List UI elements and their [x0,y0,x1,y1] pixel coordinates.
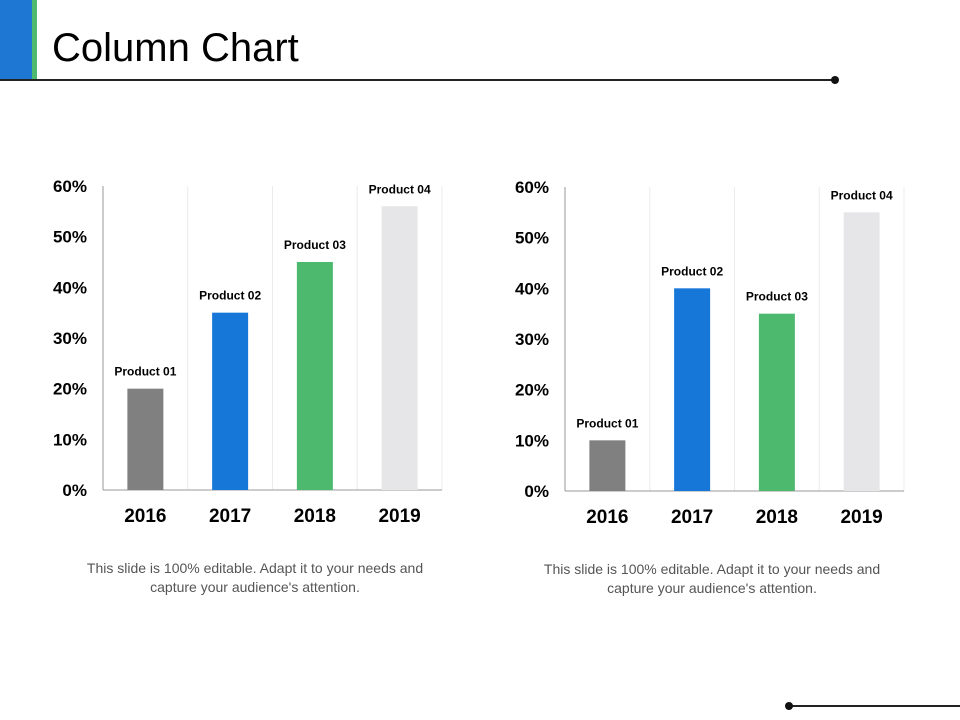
bar [758,313,795,491]
bar [296,262,333,490]
x-tick-label: 2017 [209,506,251,527]
slide-title: Column Chart [52,26,299,70]
bar [127,388,164,490]
bar [381,206,418,490]
y-tick-label: 40% [515,279,549,298]
data-label: Product 02 [199,289,261,303]
title-underline [0,79,834,81]
y-tick-label: 60% [53,177,87,196]
y-tick-label: 20% [53,380,87,399]
x-tick-label: 2016 [586,507,628,528]
accent-bar-green [32,0,37,80]
data-label: Product 02 [661,264,723,278]
y-tick-label: 60% [515,178,549,197]
data-label: Product 03 [746,290,808,304]
data-label: Product 01 [114,365,176,379]
footer-rule [790,705,960,707]
y-tick-label: 10% [515,431,549,450]
y-tick-label: 50% [53,228,87,247]
y-tick-label: 30% [515,330,549,349]
bar [843,212,880,492]
x-tick-label: 2019 [378,506,420,527]
y-tick-label: 10% [53,430,87,449]
bar [212,312,249,490]
x-tick-label: 2018 [294,506,336,527]
data-label: Product 03 [284,238,346,252]
data-label: Product 01 [576,416,638,430]
data-label: Product 04 [831,188,893,202]
footer-rule-dot [785,702,793,710]
y-tick-label: 50% [515,229,549,248]
x-tick-label: 2016 [124,506,166,527]
y-tick-label: 0% [524,482,549,501]
bar [589,440,626,491]
title-underline-dot [831,76,839,84]
caption-right: This slide is 100% editable. Adapt it to… [543,561,881,596]
y-tick-label: 30% [53,329,87,348]
bar [674,288,711,491]
x-tick-label: 2019 [840,507,882,528]
y-tick-label: 0% [62,481,87,500]
y-tick-label: 20% [515,381,549,400]
x-tick-label: 2018 [756,507,798,528]
accent-bar-blue [0,0,32,80]
caption-left: This slide is 100% editable. Adapt it to… [86,560,424,595]
y-tick-label: 40% [53,278,87,297]
x-tick-label: 2017 [671,507,713,528]
data-label: Product 04 [369,182,431,196]
